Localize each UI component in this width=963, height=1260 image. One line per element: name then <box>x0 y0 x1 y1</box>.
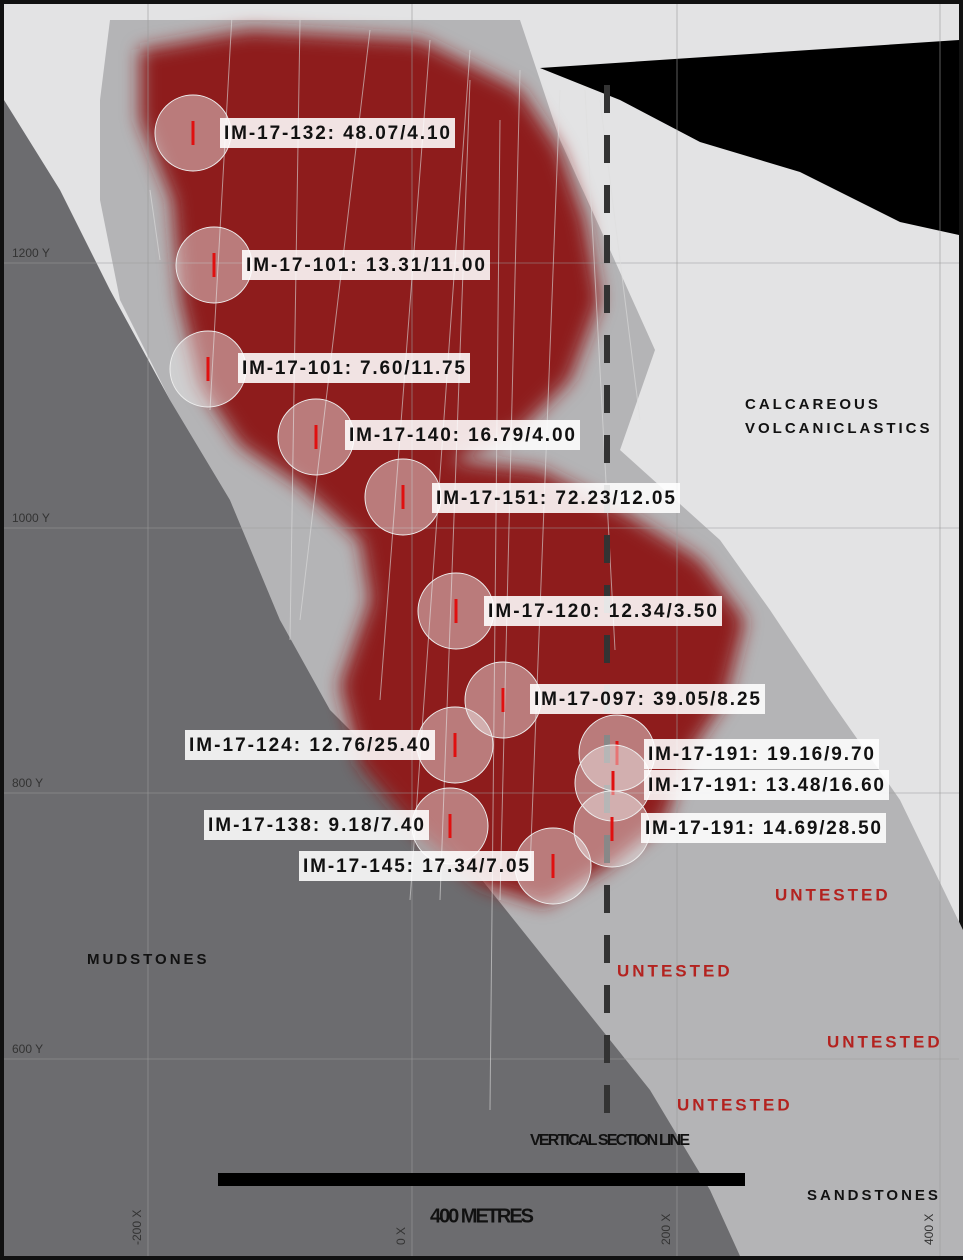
intercept-label: IM-17-101: 13.31/11.00 <box>246 255 485 276</box>
label-box <box>345 420 580 450</box>
grid-label: 1000 Y <box>12 511 50 525</box>
label-box <box>204 810 429 840</box>
label-box <box>641 813 886 843</box>
label-box <box>644 770 889 800</box>
intercept-label: IM-17-145: 17.34/7.05 <box>303 856 529 877</box>
intercept-circles <box>154 94 656 905</box>
unit-label: VOLCANICLASTICS <box>745 420 933 437</box>
intercept-label: IM-17-151: 72.23/12.05 <box>436 488 675 509</box>
intercept-label: IM-17-191: 14.69/28.50 <box>645 818 881 839</box>
label-box <box>185 730 435 760</box>
unit-label: MUDSTONES <box>87 951 210 968</box>
unit-label: SANDSTONES <box>807 1187 941 1204</box>
label-box <box>242 250 490 280</box>
black-unit <box>540 40 959 235</box>
untested-label: UNTESTED <box>775 885 891 904</box>
intercept-label: IM-17-191: 13.48/16.60 <box>648 775 884 796</box>
grid-label: 1200 Y <box>12 246 50 260</box>
label-box <box>299 851 534 881</box>
unit-label: CALCAREOUS <box>745 396 881 413</box>
intercept-label: IM-17-138: 9.18/7.40 <box>208 815 424 836</box>
intercept-labels: IM-17-132: 48.07/4.10 IM-17-101: 13.31/11… <box>185 118 889 881</box>
grid-label: 200 X <box>659 1214 673 1245</box>
untested-label: UNTESTED <box>617 961 733 980</box>
label-box <box>530 684 765 714</box>
label-box <box>644 739 879 769</box>
scale-bar <box>218 1173 745 1186</box>
grid-label: 600 Y <box>12 1042 43 1056</box>
mudstone-unit <box>4 100 740 1256</box>
intercept-label: IM-17-191: 19.16/9.70 <box>648 744 874 765</box>
label-box <box>220 118 455 148</box>
scale-label: 400 METRES <box>430 1205 534 1227</box>
untested-label: UNTESTED <box>827 1032 943 1051</box>
intercept-label: IM-17-124: 12.76/25.40 <box>189 735 430 756</box>
intercept-label: IM-17-101: 7.60/11.75 <box>242 358 465 379</box>
grid-label: 800 Y <box>12 776 43 790</box>
label-box <box>238 353 470 383</box>
label-box <box>432 483 680 513</box>
intercept-label: IM-17-132: 48.07/4.10 <box>224 123 450 144</box>
intercept-label: IM-17-097: 39.05/8.25 <box>534 689 760 710</box>
grid-label: 0 X <box>394 1227 408 1245</box>
label-box <box>484 596 722 626</box>
untested-label: UNTESTED <box>677 1095 793 1114</box>
section-line-label: VERTICAL SECTION LINE <box>530 1132 690 1149</box>
intercept-label: IM-17-140: 16.79/4.00 <box>349 425 575 446</box>
grid-label: -200 X <box>130 1210 144 1245</box>
intercept-label: IM-17-120: 12.34/3.50 <box>488 601 717 622</box>
grid: 1200 Y 1000 Y 800 Y 600 Y -200 X 0 X 200 X 400 … <box>4 4 959 1256</box>
grid-label: 400 X <box>922 1214 936 1245</box>
